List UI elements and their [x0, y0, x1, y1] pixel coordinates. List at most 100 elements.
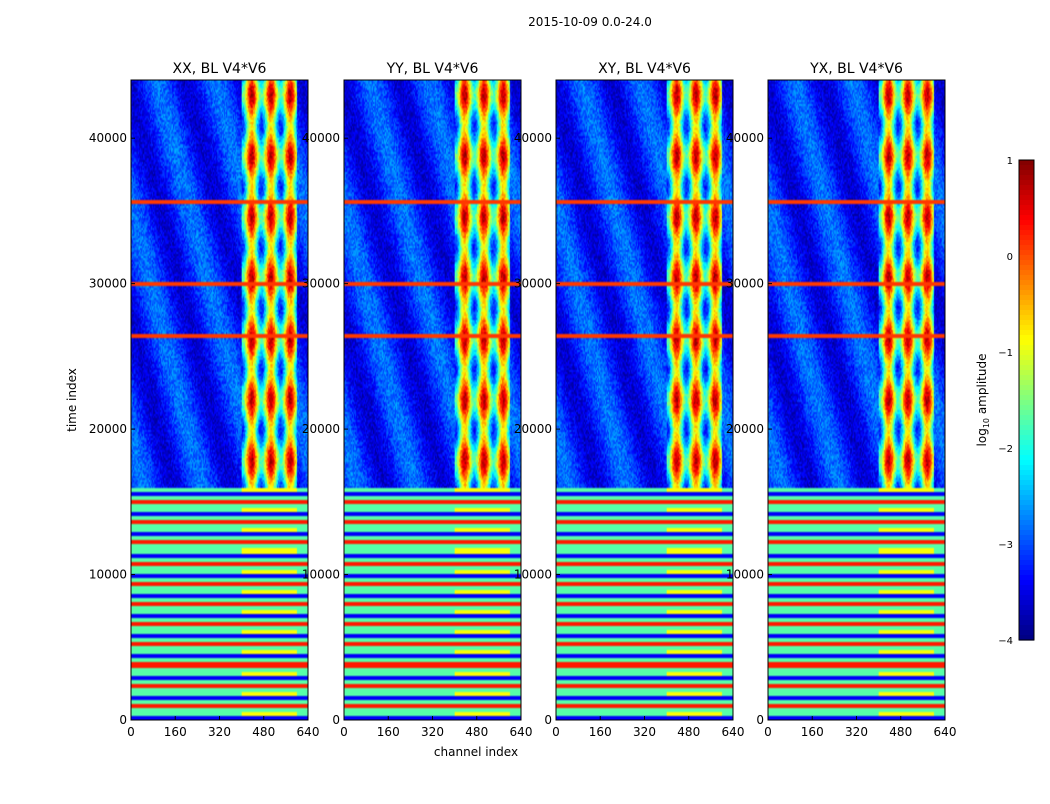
- colorbar-tick-label: −1: [998, 348, 1013, 359]
- colorbar-segment: [1019, 430, 1034, 436]
- y-tick-label: 20000: [89, 422, 127, 436]
- colorbar-segment: [1019, 295, 1034, 301]
- colorbar-segment: [1019, 185, 1034, 191]
- colorbar-segment: [1019, 410, 1034, 416]
- panel-2: XY, BL V4*V6 0 160 320 480 640 0 10000 20000 3000…: [514, 61, 745, 739]
- colorbar-segment: [1019, 270, 1034, 276]
- x-tick-label: 480: [677, 725, 700, 739]
- colorbar-segment: [1019, 370, 1034, 376]
- colorbar-segment: [1019, 555, 1034, 561]
- colorbar-segment: [1019, 165, 1034, 171]
- colorbar-segment: [1019, 520, 1034, 526]
- colorbar-segment: [1019, 620, 1034, 626]
- x-tick-label: 0: [127, 725, 135, 739]
- x-tick-label: 480: [889, 725, 912, 739]
- colorbar-segment: [1019, 255, 1034, 261]
- colorbar-segment: [1019, 260, 1034, 266]
- x-axis-label: channel index: [434, 745, 518, 759]
- x-tick-label: 320: [633, 725, 656, 739]
- y-tick-label: 0: [756, 713, 764, 727]
- colorbar-segment: [1019, 335, 1034, 341]
- colorbar-segment: [1019, 205, 1034, 211]
- colorbar-segment: [1019, 615, 1034, 621]
- x-tick-label: 480: [252, 725, 275, 739]
- colorbar-segment: [1019, 605, 1034, 611]
- colorbar-segment: [1019, 535, 1034, 541]
- colorbar-segment: [1019, 485, 1034, 491]
- y-tick-label: 10000: [514, 568, 552, 582]
- colorbar-label: log10 amplitude: [975, 354, 991, 447]
- colorbar-segment: [1019, 265, 1034, 271]
- colorbar-segment: [1019, 560, 1034, 566]
- colorbar-segment: [1019, 570, 1034, 576]
- y-tick-label: 20000: [514, 422, 552, 436]
- y-tick-label: 30000: [726, 277, 764, 291]
- colorbar-segment: [1019, 275, 1034, 281]
- colorbar-segment: [1019, 625, 1034, 631]
- colorbar-segment: [1019, 305, 1034, 311]
- colorbar-segment: [1019, 225, 1034, 231]
- x-tick-label: 0: [552, 725, 560, 739]
- colorbar-segment: [1019, 450, 1034, 456]
- y-tick-label: 10000: [302, 568, 340, 582]
- colorbar-segment: [1019, 595, 1034, 601]
- colorbar-tick-label: 1: [1007, 156, 1013, 167]
- colorbar-segment: [1019, 325, 1034, 331]
- colorbar-segment: [1019, 600, 1034, 606]
- y-tick-label: 30000: [302, 277, 340, 291]
- y-tick-label: 20000: [302, 422, 340, 436]
- colorbar-segment: [1019, 330, 1034, 336]
- colorbar-segment: [1019, 390, 1034, 396]
- colorbar-segment: [1019, 460, 1034, 466]
- colorbar-segment: [1019, 160, 1034, 166]
- y-tick-label: 10000: [89, 568, 127, 582]
- colorbar-segment: [1019, 240, 1034, 246]
- colorbar-segment: [1019, 230, 1034, 236]
- x-tick-label: 480: [465, 725, 488, 739]
- colorbar: 1 0 −1 −2 −3 −4: [998, 156, 1035, 647]
- panel-title: XY, BL V4*V6: [598, 61, 691, 77]
- colorbar-segment: [1019, 525, 1034, 531]
- colorbar-segment: [1019, 170, 1034, 176]
- colorbar-segment: [1019, 465, 1034, 471]
- colorbar-segment: [1019, 395, 1034, 401]
- colorbar-segment: [1019, 190, 1034, 196]
- colorbar-segment: [1019, 435, 1034, 441]
- colorbar-segment: [1019, 180, 1034, 186]
- y-tick-label: 40000: [514, 131, 552, 145]
- colorbar-segment: [1019, 590, 1034, 596]
- colorbar-segment: [1019, 635, 1034, 641]
- colorbar-segment: [1019, 415, 1034, 421]
- colorbar-segment: [1019, 375, 1034, 381]
- colorbar-segment: [1019, 175, 1034, 181]
- x-tick-label: 160: [801, 725, 824, 739]
- colorbar-segment: [1019, 610, 1034, 616]
- colorbar-segment: [1019, 580, 1034, 586]
- colorbar-segment: [1019, 355, 1034, 361]
- panel-heatmap: [131, 80, 308, 720]
- x-tick-label: 0: [340, 725, 348, 739]
- colorbar-tick-label: 0: [1007, 252, 1013, 263]
- colorbar-segment: [1019, 360, 1034, 366]
- colorbar-segment: [1019, 400, 1034, 406]
- colorbar-segment: [1019, 495, 1034, 501]
- colorbar-segment: [1019, 630, 1034, 636]
- y-tick-label: 40000: [726, 131, 764, 145]
- panel-0: XX, BL V4*V6 0 160 320 480 640 0 10000 20000 3000…: [89, 61, 320, 739]
- colorbar-segment: [1019, 345, 1034, 351]
- colorbar-segment: [1019, 440, 1034, 446]
- colorbar-segment: [1019, 405, 1034, 411]
- y-tick-label: 40000: [89, 131, 127, 145]
- colorbar-segment: [1019, 515, 1034, 521]
- x-tick-label: 320: [208, 725, 231, 739]
- x-tick-label: 320: [421, 725, 444, 739]
- y-tick-label: 0: [332, 713, 340, 727]
- colorbar-tick-label: −4: [998, 636, 1013, 647]
- x-tick-label: 640: [934, 725, 957, 739]
- colorbar-segment: [1019, 445, 1034, 451]
- colorbar-segment: [1019, 280, 1034, 286]
- panel-title: YY, BL V4*V6: [386, 61, 479, 77]
- y-tick-label: 0: [544, 713, 552, 727]
- colorbar-segment: [1019, 575, 1034, 581]
